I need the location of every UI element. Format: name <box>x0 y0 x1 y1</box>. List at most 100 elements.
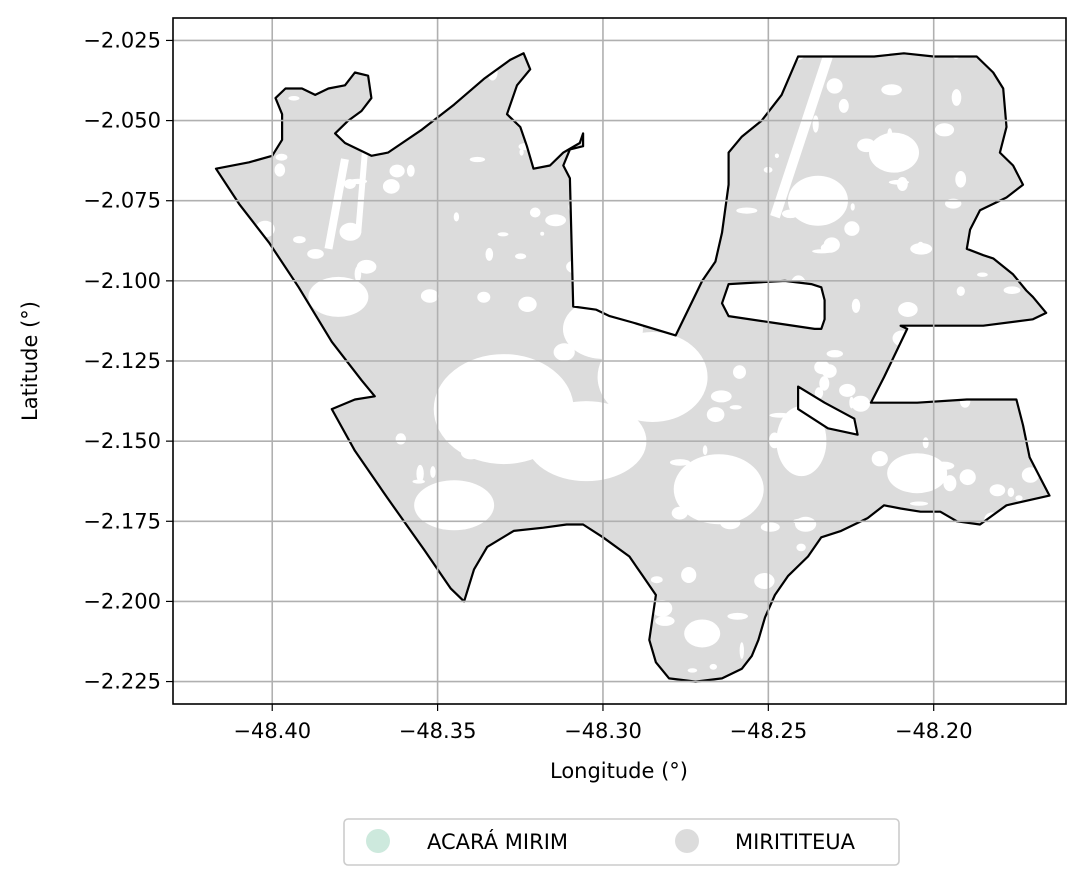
clearing-speck <box>819 376 830 391</box>
cleared-strip <box>355 152 368 234</box>
y-tick-label: −2.125 <box>83 349 161 373</box>
clearing-speck <box>959 469 976 486</box>
clearing-speck <box>274 163 286 177</box>
legend-frame <box>343 818 900 866</box>
clearing-speck <box>518 296 537 312</box>
clearing-speck <box>844 221 860 236</box>
clearing-speck <box>529 207 541 218</box>
clearing-speck <box>977 272 988 277</box>
clearing-speck <box>729 405 742 410</box>
clearing-speck <box>655 616 675 626</box>
clearing-speck <box>553 343 575 361</box>
x-axis-title: Longitude (°) <box>550 759 688 783</box>
clearing-speck <box>477 291 491 303</box>
clearing-speck <box>887 128 893 143</box>
clearing-speck <box>453 212 460 222</box>
clearing-speck <box>814 360 830 375</box>
clearing-speck <box>956 286 965 297</box>
clearing-speck <box>687 668 698 673</box>
clearing-speck <box>774 153 780 159</box>
clearing-speck <box>406 164 415 177</box>
y-axis-ticks: −2.025 −2.050 −2.075 −2.100 −2.125 −2.150 −2.1… <box>83 28 173 694</box>
clearing-speck <box>702 445 708 456</box>
clearing-speck <box>650 576 663 584</box>
clearing-speck <box>389 164 405 178</box>
clearing-speck <box>826 78 843 94</box>
clearing-speck <box>540 231 545 236</box>
clearing-speck <box>671 506 688 520</box>
clearing-speck <box>955 171 967 188</box>
clearing-speck <box>382 179 400 194</box>
y-axis-title: Latitude (°) <box>18 301 42 421</box>
clearing-patch <box>684 619 721 648</box>
clearing-speck <box>275 153 288 161</box>
clearing-speck <box>814 387 824 399</box>
region-boundary <box>214 52 1051 683</box>
clearing-speck <box>356 259 377 274</box>
clearing-speck <box>934 123 955 137</box>
clearing-speck <box>548 436 569 454</box>
clearing-speck <box>706 407 725 423</box>
clearing-speck <box>624 419 641 431</box>
y-tick-label: −2.050 <box>83 109 161 133</box>
clearing-patch <box>597 332 708 423</box>
clearing-speck <box>989 484 1006 497</box>
legend: ACARÁ MIRIM MIRITITEUA <box>343 818 900 866</box>
clearing-speck <box>871 451 888 467</box>
clearing-speck <box>665 361 684 371</box>
clearing-speck <box>1015 495 1023 501</box>
y-tick-label: −2.075 <box>83 189 161 213</box>
clearing-speck <box>951 89 962 106</box>
clearing-speck <box>921 480 936 488</box>
clearing-speck <box>932 461 955 470</box>
clearing-speck <box>721 504 729 522</box>
clearing-patch <box>673 454 764 525</box>
clearing-speck <box>888 179 910 185</box>
clearing-speck <box>796 543 806 552</box>
clearing-speck <box>733 365 746 379</box>
clearing-speck <box>793 208 805 217</box>
legend-marker-acara-mirim <box>366 829 390 853</box>
clearing-speck <box>736 207 758 214</box>
clearing-speck <box>460 446 481 460</box>
clearing-speck <box>754 573 775 589</box>
cleared-strip <box>770 54 833 219</box>
clearing-speck <box>307 249 324 259</box>
clearing-speck <box>1003 286 1021 295</box>
clearing-speck <box>1021 467 1039 483</box>
clearing-speck <box>416 464 424 483</box>
y-tick-label: −2.200 <box>83 589 161 613</box>
clearing-speck <box>669 459 691 466</box>
clearing-speck <box>823 237 840 252</box>
y-tick-label: −2.150 <box>83 429 161 453</box>
clearing-speck <box>726 459 732 477</box>
clearing-speck <box>515 253 527 260</box>
clearing-speck <box>769 412 791 418</box>
legend-label-acara-mirim: ACARÁ MIRIM <box>427 829 568 854</box>
clearing-speck <box>681 567 697 583</box>
clearing-speck <box>727 612 748 620</box>
clearing-patch <box>869 132 920 173</box>
clearing-speck <box>1007 487 1015 497</box>
clearing-speck <box>851 298 861 313</box>
clearing-speck <box>739 642 744 659</box>
legend-marker-mirititeua <box>675 829 699 853</box>
clearing-speck <box>943 475 957 492</box>
clearing-speck <box>343 179 356 189</box>
clearing-speck <box>651 600 673 617</box>
clearing-speck <box>420 289 439 303</box>
x-tick-label: −48.20 <box>895 719 973 743</box>
y-tick-label: −2.100 <box>83 269 161 293</box>
clearing-speck <box>857 138 876 153</box>
clearing-speck <box>448 423 463 437</box>
clearing-patch <box>887 453 948 494</box>
clearing-speck <box>485 247 494 261</box>
grid-lines <box>173 18 1066 704</box>
clearing-speck <box>516 432 536 442</box>
clearing-speck <box>898 302 918 317</box>
clearing-patch <box>414 480 495 531</box>
y-tick-label: −2.025 <box>83 28 161 52</box>
clearing-speck <box>545 214 566 227</box>
x-tick-label: −48.30 <box>564 719 642 743</box>
